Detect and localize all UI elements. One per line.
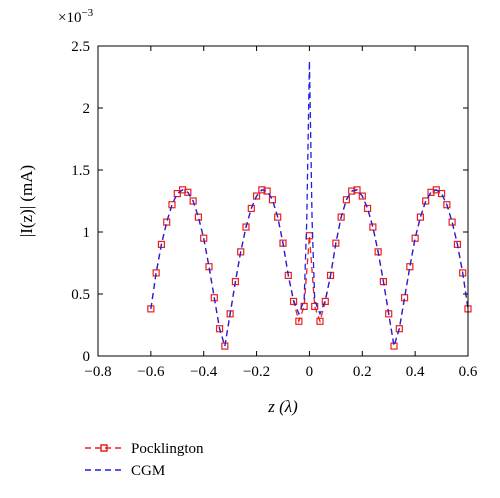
data-point-pocklington	[363, 204, 372, 213]
data-point-pocklington	[422, 197, 430, 205]
data-point-pocklington	[215, 325, 224, 333]
plot-frame	[97, 45, 469, 357]
x-tick-label: 0	[306, 364, 314, 380]
x-tick-label: −0.4	[190, 364, 218, 380]
x-tick-label: −0.2	[243, 364, 270, 380]
data-point-pocklington	[443, 201, 451, 209]
x-tick-label: 0.6	[459, 364, 478, 380]
data-point-pocklington	[358, 192, 366, 200]
y-tick-label: 1.5	[71, 163, 90, 179]
data-point-pocklington	[189, 197, 197, 205]
data-point-pocklington	[295, 317, 303, 325]
data-point-pocklington	[242, 223, 250, 231]
data-point-pocklington	[342, 196, 351, 204]
x-tick-label: 0.4	[406, 364, 425, 380]
data-point-pocklington	[168, 201, 176, 209]
y-multiplier: ×10−3	[58, 7, 94, 26]
data-point-pocklington	[432, 186, 440, 194]
series-layer	[147, 60, 472, 350]
data-point-pocklington	[416, 213, 425, 221]
legend-item-cgm: CGM	[85, 463, 165, 479]
x-tick-label: −0.8	[84, 364, 111, 380]
data-point-pocklington	[437, 189, 446, 198]
legend: Pocklington CGM	[85, 441, 204, 479]
data-point-pocklington	[316, 317, 324, 325]
y-tick-label: 0.5	[71, 287, 90, 303]
data-point-pocklington	[268, 196, 277, 204]
legend-marker-pocklington	[100, 444, 108, 452]
data-point-pocklington	[163, 218, 171, 226]
data-point-pocklington	[321, 297, 329, 306]
data-point-pocklington	[448, 218, 456, 226]
y-axis: 0 0.5 1 1.5 2 2.5	[71, 39, 468, 365]
x-axis: −0.8 −0.6 −0.4 −0.2 0 0.2 0.4 0.6	[84, 46, 478, 380]
data-point-pocklington	[395, 325, 403, 333]
x-axis-label: z (λ)	[267, 397, 298, 416]
data-point-pocklington	[252, 192, 261, 200]
data-point-pocklington	[194, 213, 203, 221]
y-multiplier-exponent: −3	[81, 7, 93, 19]
data-point-pocklington	[289, 297, 298, 306]
y-tick-label: 0	[83, 349, 91, 365]
data-point-pocklington	[263, 187, 271, 195]
y-tick-label: 2	[83, 101, 91, 117]
data-point-pocklington	[173, 189, 181, 198]
legend-label-cgm: CGM	[131, 463, 165, 479]
x-tick-label: −0.6	[137, 364, 165, 380]
data-point-pocklington	[353, 186, 361, 194]
data-point-pocklington	[337, 213, 345, 221]
legend-item-pocklington: Pocklington	[85, 441, 204, 457]
data-point-pocklington	[247, 204, 255, 213]
y-axis-label: |I(z)| (mA)	[17, 165, 36, 237]
data-point-pocklington	[369, 223, 377, 231]
data-point-pocklington	[348, 187, 356, 195]
y-tick-label: 1	[83, 225, 91, 241]
x-tick-label: 0.2	[353, 364, 372, 380]
data-point-pocklington	[274, 213, 282, 221]
plot-area	[98, 46, 468, 356]
data-point-pocklington	[258, 186, 266, 194]
legend-label-pocklington: Pocklington	[131, 441, 204, 457]
y-tick-label: 2.5	[71, 39, 90, 55]
data-point-pocklington	[184, 188, 192, 196]
